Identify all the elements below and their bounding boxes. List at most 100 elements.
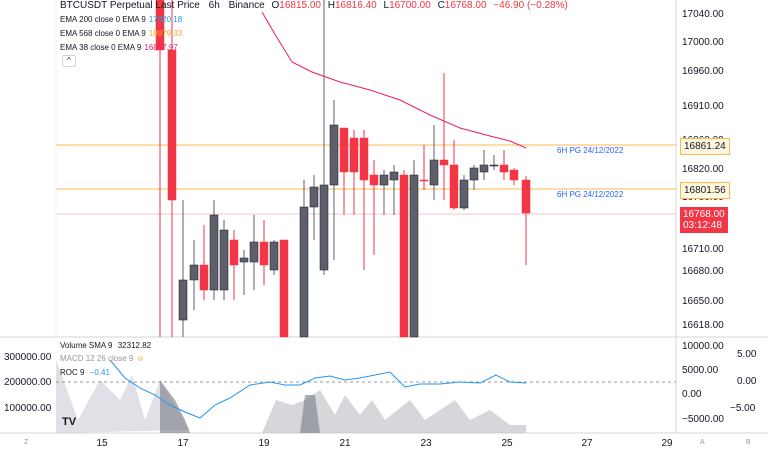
time-axis-label: 19 — [258, 438, 270, 449]
mid-axis-10000: 10000.00 — [682, 341, 724, 352]
roc-label: ROC 9 — [60, 368, 85, 377]
price-axis-label: 16910.00 — [682, 101, 724, 112]
last-price-value: 16768.00 — [683, 209, 725, 220]
change-value: −46.90 (−0.28%) — [493, 0, 568, 11]
candle-body — [269, 241, 279, 271]
corner-label-left[interactable]: Z — [24, 439, 29, 446]
roc-legend[interactable]: ROC 9 −0.41 — [60, 368, 110, 377]
tradingview-logo[interactable]: TV — [62, 416, 77, 428]
candle-body — [349, 137, 359, 173]
corner-label-a[interactable]: A — [700, 439, 705, 446]
ema-38-line — [261, 11, 527, 149]
volume-sma-legend[interactable]: Volume SMA 9 32312.82 — [60, 341, 151, 350]
price-tag-pg-1: 16861.24 — [680, 138, 730, 155]
low-key: L — [383, 0, 390, 11]
price-axis-label: 16650.00 — [682, 296, 724, 307]
candle-body — [339, 127, 349, 173]
left-axis-300k: 300000.00 — [4, 352, 52, 363]
time-axis-label: 23 — [420, 438, 432, 449]
right-axis-minus-5: −5.00 — [730, 403, 756, 414]
volume-value: 32312.82 — [117, 341, 152, 350]
candle-body — [229, 239, 239, 266]
left-axis-200k: 200000.00 — [4, 377, 52, 388]
candle-body — [279, 239, 289, 338]
indicator-value: 17320.18 — [148, 15, 183, 24]
indicator-label: EMA 38 close 0 EMA 9 — [60, 43, 142, 52]
candle-body — [521, 179, 531, 214]
candle-body — [449, 164, 459, 209]
candle-body — [419, 179, 429, 182]
candle-body — [259, 241, 269, 266]
time-axis-label: 25 — [501, 438, 513, 449]
mid-axis-0: 0.00 — [682, 389, 702, 400]
pg-line-label-2: 6H PG 24/12/2022 — [557, 190, 624, 199]
time-axis-label: 21 — [339, 438, 351, 449]
price-tag-pg-2: 16801.56 — [680, 182, 730, 199]
candle-body — [178, 279, 188, 321]
time-axis-label: 15 — [96, 438, 108, 449]
candle-body — [249, 241, 259, 263]
symbol-name[interactable]: BTCUSDT Perpetual Last Price — [60, 0, 200, 11]
time-axis-label: 17 — [177, 438, 189, 449]
right-axis-0: 0.00 — [737, 376, 757, 387]
close-value: 16768.00 — [444, 0, 487, 11]
price-axis-label: 16960.00 — [682, 66, 724, 77]
candle-body — [459, 179, 469, 209]
pg-line-label-1: 6H PG 24/12/2022 — [557, 146, 624, 155]
indicator-ema-200[interactable]: EMA 200 close 0 EMA 9 17320.18 — [60, 15, 182, 24]
price-axis-label: 16680.00 — [682, 266, 724, 277]
collapse-indicators-button[interactable]: ^ — [62, 55, 76, 67]
candle-body — [369, 174, 379, 186]
volume-histogram — [56, 360, 526, 433]
candle-body — [167, 49, 177, 201]
price-axis-label: 17000.00 — [682, 37, 724, 48]
candle-body — [219, 229, 229, 291]
price-axis-label: 16618.00 — [682, 320, 724, 331]
countdown-value: 03:12:48 — [683, 220, 722, 231]
candle-body — [299, 206, 309, 338]
price-axis-label: 17040.00 — [682, 9, 724, 20]
indicator-value: 18979.33 — [148, 29, 183, 38]
macd-legend[interactable]: MACD 12 26 close 9 ⊘ — [60, 354, 143, 363]
candle-body — [329, 124, 339, 186]
eye-off-icon[interactable]: ⊘ — [137, 356, 144, 363]
mid-axis-5000: 5000.00 — [682, 365, 719, 376]
indicator-ema-38[interactable]: EMA 38 close 0 EMA 9 16857.97 — [60, 43, 178, 52]
macd-label: MACD 12 26 close 9 — [60, 354, 134, 363]
candles-group — [155, 0, 531, 338]
low-value: 16700.00 — [389, 0, 431, 11]
candle-body — [319, 184, 329, 271]
price-axis-label: 16820.00 — [682, 164, 724, 175]
candle-body — [309, 186, 319, 208]
chevron-up-icon: ^ — [67, 56, 71, 65]
high-key: H — [327, 0, 335, 11]
candle-body — [399, 174, 409, 338]
candle-body — [489, 164, 499, 167]
time-axis-label: 29 — [661, 438, 673, 449]
candle-body — [429, 159, 439, 186]
candle-body — [479, 164, 489, 173]
right-axis-5: 5.00 — [737, 349, 757, 360]
open-value: 16815.00 — [279, 0, 321, 11]
interval-label[interactable]: 6h — [208, 0, 220, 11]
indicator-label: EMA 568 close 0 EMA 9 — [60, 29, 146, 38]
candle-body — [389, 171, 399, 181]
candle-body — [199, 264, 209, 291]
price-tag-last: 16768.00 03:12:48 — [680, 207, 728, 233]
candle-body — [189, 264, 199, 281]
open-key: O — [271, 0, 280, 11]
candle-body — [409, 174, 419, 338]
time-axis-label: 27 — [581, 438, 593, 449]
indicator-ema-568[interactable]: EMA 568 close 0 EMA 9 18979.33 — [60, 29, 182, 38]
chart-header: BTCUSDT Perpetual Last Price 6h Binance … — [60, 0, 568, 11]
candle-body — [469, 167, 479, 181]
exchange-label: Binance — [228, 0, 265, 11]
corner-label-b[interactable]: B — [746, 439, 751, 446]
volume-label: Volume SMA 9 — [60, 341, 113, 350]
left-axis-100k: 100000.00 — [4, 403, 52, 414]
candle-body — [439, 159, 449, 166]
candle-body — [499, 164, 509, 173]
close-key: C — [437, 0, 445, 11]
roc-line — [109, 359, 527, 419]
